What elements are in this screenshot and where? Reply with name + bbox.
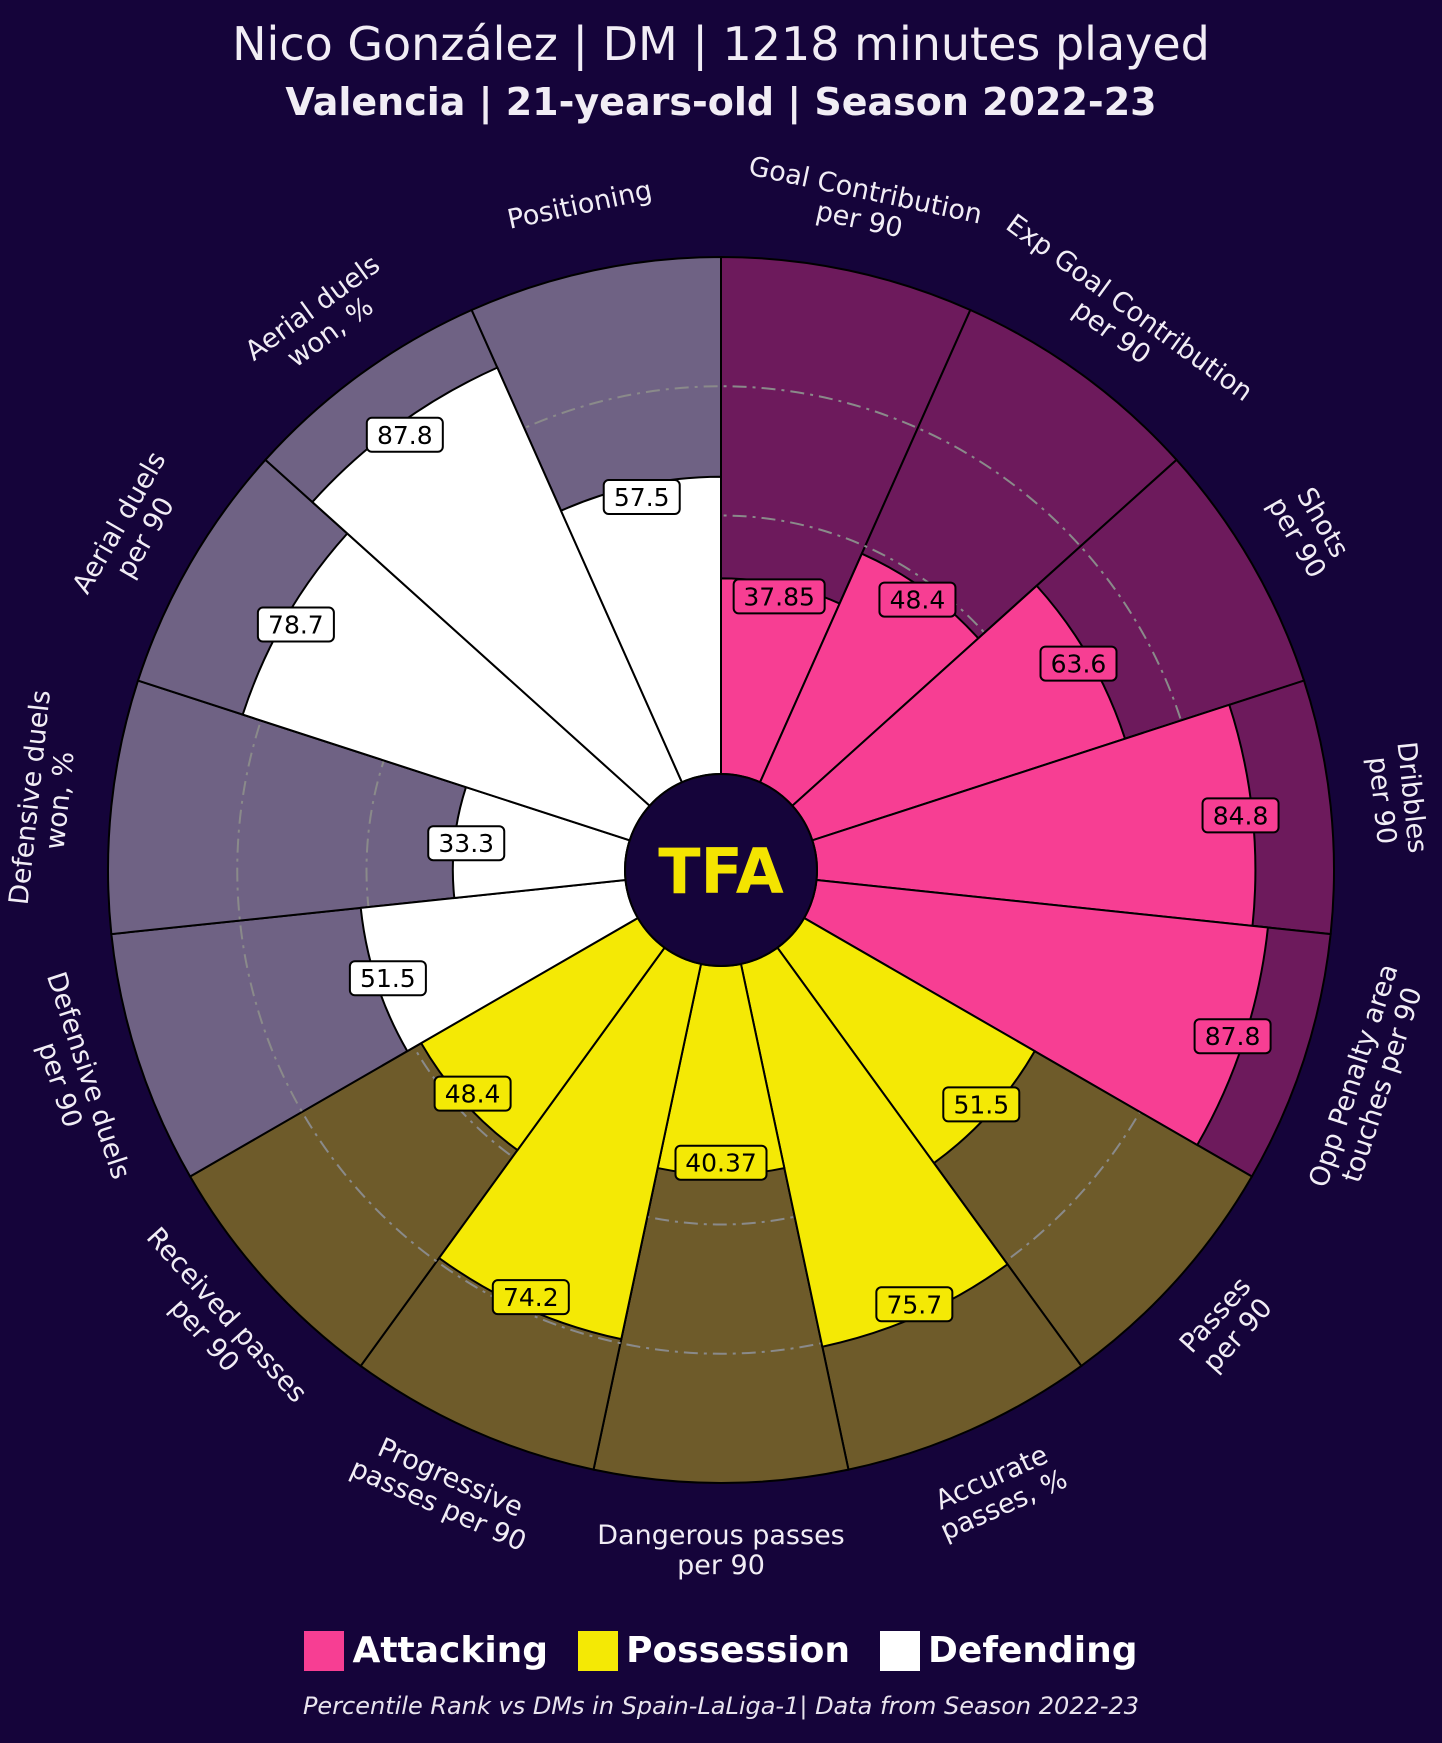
svg-text:74.2: 74.2 bbox=[503, 1283, 559, 1312]
legend: Attacking Possession Defending bbox=[0, 1630, 1442, 1671]
svg-text:87.8: 87.8 bbox=[1205, 1022, 1261, 1051]
axis-label: Goal Contributionper 90 bbox=[740, 151, 985, 260]
svg-text:51.5: 51.5 bbox=[360, 964, 416, 993]
value-label: 37.85 bbox=[732, 578, 826, 615]
legend-item-defending: Defending bbox=[880, 1630, 1138, 1671]
value-label: 33.3 bbox=[427, 825, 506, 862]
legend-swatch-possession bbox=[578, 1630, 619, 1671]
chart-title: Nico González | DM | 1218 minutes played bbox=[232, 17, 1210, 71]
svg-text:51.5: 51.5 bbox=[953, 1090, 1009, 1119]
svg-text:78.7: 78.7 bbox=[268, 611, 324, 640]
value-label: 87.8 bbox=[1193, 1018, 1272, 1055]
axis-label: Accuratepasses, % bbox=[924, 1436, 1072, 1547]
axis-label: Dribblesper 90 bbox=[1361, 740, 1433, 858]
axis-label: Defensive duelswon, % bbox=[4, 688, 87, 909]
svg-text:33.3: 33.3 bbox=[438, 829, 494, 858]
svg-text:48.4: 48.4 bbox=[445, 1080, 501, 1109]
value-label: 48.4 bbox=[433, 1075, 512, 1112]
chart-subtitle: Valencia | 21-years-old | Season 2022-23 bbox=[285, 80, 1157, 124]
svg-text:37.85: 37.85 bbox=[743, 582, 815, 611]
axis-label: Dangerous passes per 90 bbox=[597, 1520, 844, 1581]
logo-text: TFA bbox=[658, 835, 784, 908]
svg-text:48.4: 48.4 bbox=[890, 586, 946, 615]
svg-text:40.37: 40.37 bbox=[685, 1149, 757, 1178]
svg-text:87.8: 87.8 bbox=[377, 421, 433, 450]
svg-text:75.7: 75.7 bbox=[887, 1290, 943, 1319]
axis-label: Shotsper 90 bbox=[1261, 477, 1358, 584]
axis-label: Passesper 90 bbox=[1174, 1271, 1280, 1379]
value-label: 84.8 bbox=[1201, 797, 1280, 834]
legend-label-attacking: Attacking bbox=[352, 1630, 549, 1671]
value-label: 75.7 bbox=[875, 1286, 954, 1323]
value-label: 78.7 bbox=[256, 606, 335, 643]
legend-label-defending: Defending bbox=[928, 1630, 1138, 1671]
value-label: 48.4 bbox=[878, 581, 957, 618]
value-label: 40.37 bbox=[674, 1144, 768, 1181]
svg-text:57.5: 57.5 bbox=[614, 483, 670, 512]
legend-label-possession: Possession bbox=[626, 1630, 851, 1671]
legend-item-possession: Possession bbox=[578, 1630, 850, 1671]
logo: TFA bbox=[624, 773, 818, 967]
legend-swatch-attacking bbox=[304, 1630, 345, 1671]
svg-text:84.8: 84.8 bbox=[1213, 801, 1269, 830]
value-label: 57.5 bbox=[602, 479, 681, 516]
value-label: 51.5 bbox=[942, 1086, 1021, 1123]
legend-item-attacking: Attacking bbox=[304, 1630, 548, 1671]
axis-label: Positioning bbox=[505, 175, 655, 236]
value-label: 87.8 bbox=[365, 416, 444, 453]
value-label: 74.2 bbox=[491, 1279, 570, 1316]
axis-label: Opp Penalty areatouches per 90 bbox=[1303, 960, 1433, 1200]
value-label: 51.5 bbox=[348, 960, 427, 997]
svg-text:63.6: 63.6 bbox=[1051, 650, 1107, 679]
value-label: 63.6 bbox=[1039, 645, 1118, 682]
axis-label: Defensive duelsper 90 bbox=[11, 968, 136, 1192]
legend-swatch-defending bbox=[880, 1630, 921, 1671]
footer-note: Percentile Rank vs DMs in Spain-LaLiga-1… bbox=[302, 1692, 1140, 1720]
